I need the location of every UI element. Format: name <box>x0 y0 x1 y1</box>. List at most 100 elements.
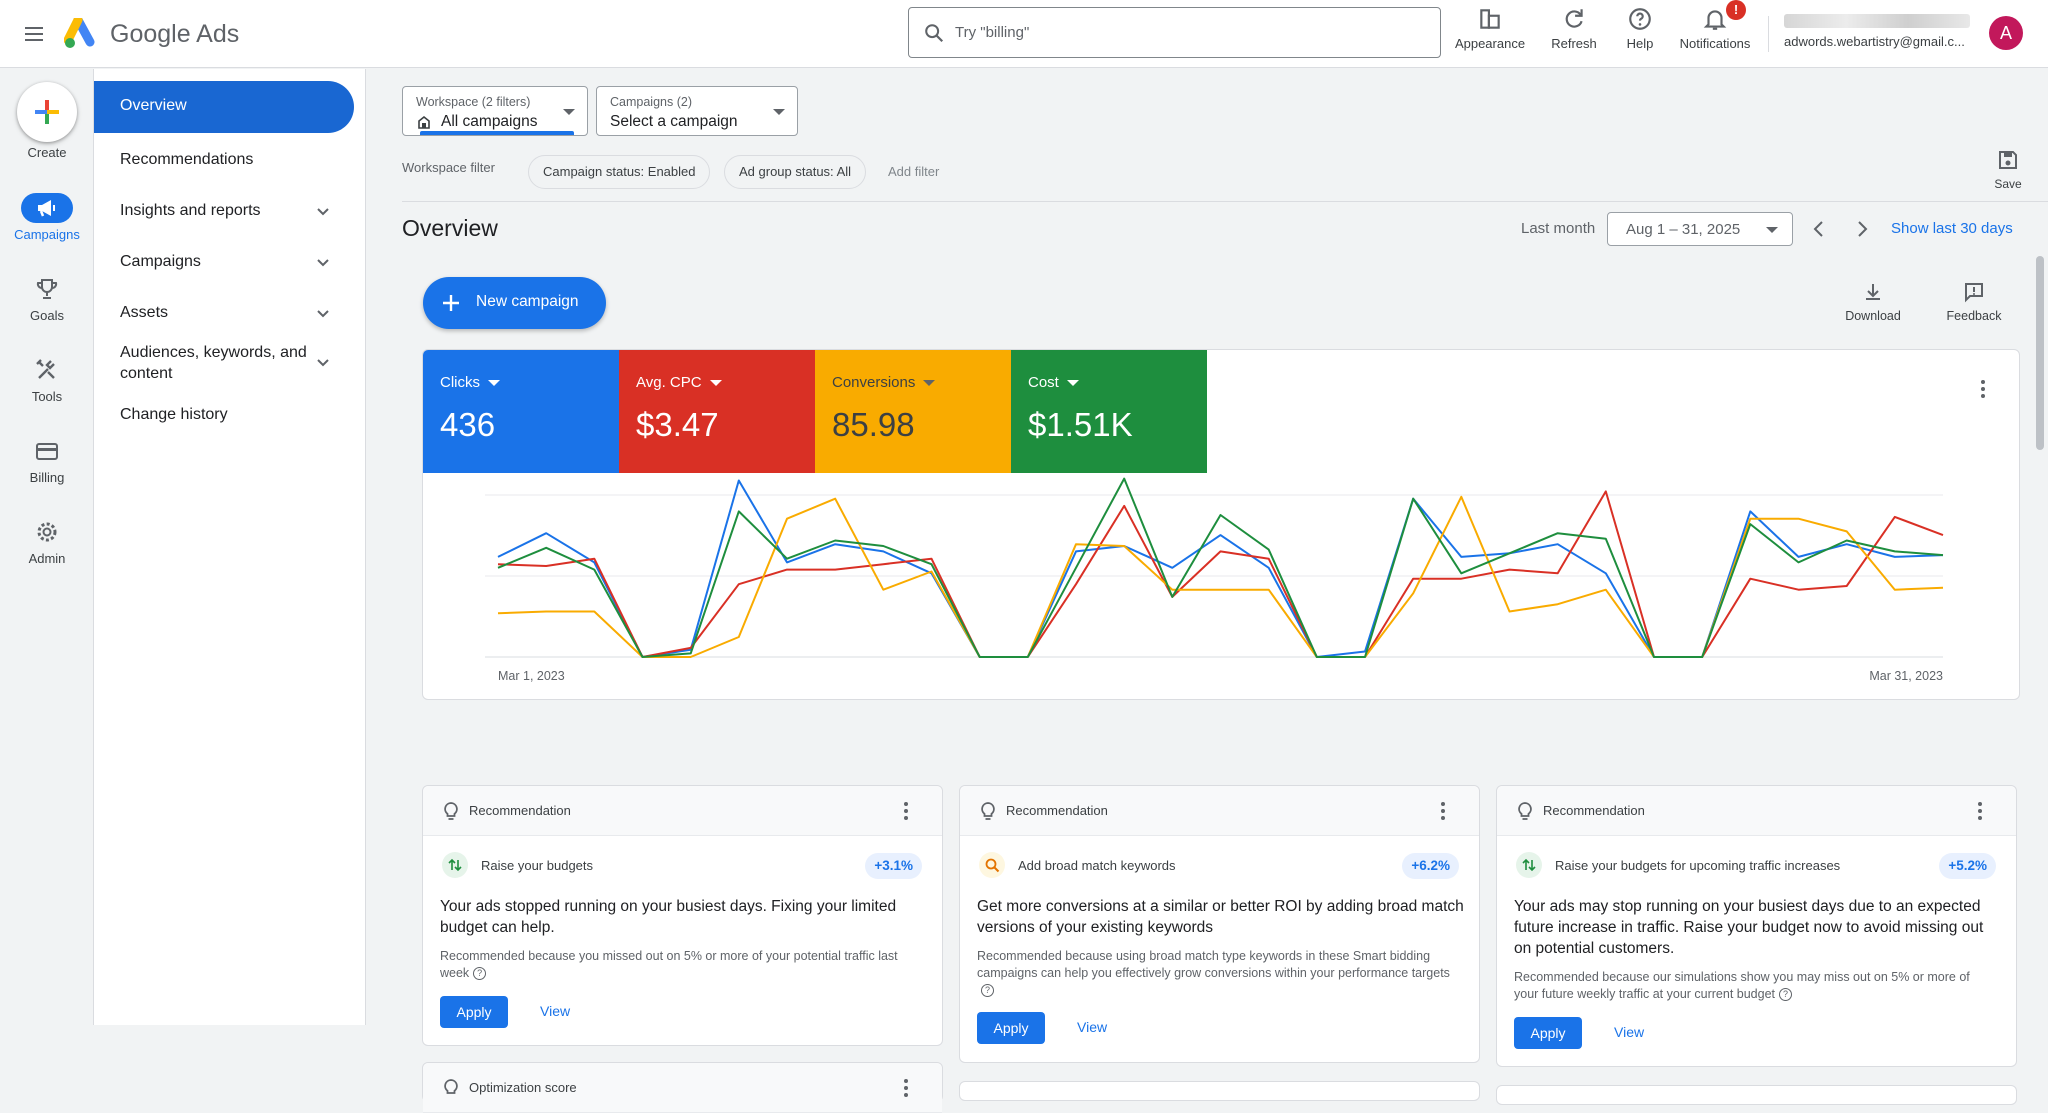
lightbulb-icon <box>444 802 458 820</box>
download-icon <box>1866 284 1880 300</box>
search-placeholder: Try "billing" <box>955 24 1030 41</box>
apply-button[interactable]: Apply <box>440 996 508 1028</box>
nav-label: Campaigns <box>120 253 201 270</box>
refresh-icon <box>1565 9 1583 28</box>
rail-billing-label: Billing <box>29 470 65 485</box>
help-icon[interactable]: ? <box>473 967 487 981</box>
appearance-button[interactable]: Appearance <box>1450 6 1530 62</box>
save-button[interactable]: Save <box>1983 149 2033 191</box>
trophy-icon <box>36 279 58 299</box>
notification-badge: ! <box>1726 0 1746 20</box>
view-link[interactable]: View <box>1614 1024 1645 1040</box>
top-bar: Google Ads Try "billing" Appearance Refr… <box>0 0 2048 68</box>
create-button[interactable] <box>17 82 77 142</box>
metric-label-text: Cost <box>1028 374 1059 391</box>
refresh-label: Refresh <box>1551 36 1597 51</box>
chevron-left-icon[interactable] <box>1809 219 1829 239</box>
filter-chip-campaign-status[interactable]: Campaign status: Enabled <box>528 155 711 189</box>
new-campaign-button[interactable]: New campaign <box>423 277 606 329</box>
help-icon[interactable]: ? <box>1779 988 1793 1002</box>
apply-button[interactable]: Apply <box>977 1012 1045 1044</box>
rec-more-options-icon[interactable] <box>1978 802 1982 820</box>
chevron-down-icon <box>317 310 329 318</box>
rec-header: Optimization score <box>423 1063 942 1113</box>
chevron-down-icon <box>317 359 329 367</box>
rec-header-label: Recommendation <box>1543 803 1645 818</box>
search-box[interactable]: Try "billing" <box>908 7 1441 58</box>
workspace-dropdown[interactable]: Workspace (2 filters) All campaigns <box>402 86 588 136</box>
chart-more-options-icon[interactable] <box>1981 380 1985 398</box>
divider <box>402 201 2048 202</box>
date-range-picker[interactable]: Aug 1 – 31, 2025 <box>1607 212 1793 246</box>
download-button[interactable]: Download <box>1838 281 1908 323</box>
bell-icon <box>1703 10 1727 30</box>
nav-item-insights[interactable]: Insights and reports <box>94 200 354 224</box>
building-icon <box>418 115 430 129</box>
caret-down-icon <box>563 109 575 115</box>
appearance-label: Appearance <box>1454 36 1526 51</box>
nav-item-assets[interactable]: Assets <box>94 302 354 326</box>
nav-item-campaigns[interactable]: Campaigns <box>94 251 354 275</box>
nav-item-change-history[interactable]: Change history <box>94 404 354 428</box>
card-partial <box>959 1081 1480 1101</box>
hamburger-menu-icon[interactable] <box>22 22 46 46</box>
series-line-3 <box>497 477 1944 658</box>
rec-reason: Recommended because using broad match ty… <box>977 948 1457 999</box>
nav-item-audiences[interactable]: Audiences, keywords, and content <box>94 342 354 386</box>
view-link[interactable]: View <box>1077 1019 1108 1035</box>
workspace-title: Workspace (2 filters) <box>416 95 531 109</box>
metric-clicks[interactable]: Clicks 436 <box>423 350 619 473</box>
recommendation-card: Recommendation Raise your budgets +3.1% … <box>422 785 943 1046</box>
budget-arrows-icon <box>1516 852 1542 878</box>
rec-header-label: Recommendation <box>1006 803 1108 818</box>
rec-more-options-icon[interactable] <box>904 802 908 820</box>
metric-label-text: Clicks <box>440 374 480 391</box>
recommendation-card: Recommendation Add broad match keywords … <box>959 785 1480 1063</box>
help-icon[interactable]: ? <box>981 984 994 998</box>
feedback-button[interactable]: Feedback <box>1939 281 2009 323</box>
rec-body: Your ads may stop running on your busies… <box>1514 898 1984 957</box>
metric-avg-cpc[interactable]: Avg. CPC $3.47 <box>619 350 815 473</box>
notifications-button[interactable]: Notifications ! <box>1672 0 1758 62</box>
series-line-0 <box>497 479 1944 658</box>
chevron-down-icon <box>317 259 329 267</box>
rail-item-tools[interactable]: Tools <box>0 355 94 404</box>
chevron-right-icon[interactable] <box>1852 219 1872 239</box>
campaign-dropdown[interactable]: Campaigns (2) Select a campaign <box>596 86 798 136</box>
metric-cost[interactable]: Cost $1.51K <box>1011 350 1207 473</box>
rec-more-options-icon[interactable] <box>1441 802 1445 820</box>
workspace-filter-label: Workspace filter <box>402 160 495 175</box>
nav-item-overview[interactable]: Overview <box>94 81 354 133</box>
nav-label: Audiences, keywords, and content <box>120 344 307 382</box>
rec-title: Raise your budgets for upcoming traffic … <box>1555 858 1841 873</box>
rail-item-admin[interactable]: Admin <box>0 517 94 566</box>
refresh-button[interactable]: Refresh <box>1538 6 1610 62</box>
rec-reason: Recommended because you missed out on 5%… <box>440 948 920 982</box>
add-filter-link[interactable]: Add filter <box>888 164 940 179</box>
lightbulb-icon <box>1518 802 1532 820</box>
rec-reason-text: Recommended because our simulations show… <box>1514 970 1970 1001</box>
nav-label: Recommendations <box>120 151 254 168</box>
rail-item-billing[interactable]: Billing <box>0 436 94 485</box>
nav-label: Assets <box>120 304 169 321</box>
rail-item-campaigns[interactable]: Campaigns <box>0 193 94 242</box>
rail-item-goals[interactable]: Goals <box>0 274 94 323</box>
series-line-2 <box>497 495 1944 658</box>
metric-conversions[interactable]: Conversions 85.98 <box>815 350 1011 473</box>
view-link[interactable]: View <box>540 1003 571 1019</box>
help-button[interactable]: Help <box>1618 6 1662 62</box>
nav-item-recommendations[interactable]: Recommendations <box>94 149 354 173</box>
save-icon <box>1999 151 2017 169</box>
avatar[interactable]: A <box>1989 16 2023 50</box>
apply-button[interactable]: Apply <box>1514 1017 1582 1049</box>
chevron-down-icon <box>317 208 329 216</box>
filter-chip-ad-group-status[interactable]: Ad group status: All <box>724 155 867 189</box>
metric-label: Clicks <box>440 374 500 391</box>
account-email[interactable]: adwords.webartistry@gmail.c... <box>1784 34 1965 49</box>
rec-more-options-icon[interactable] <box>904 1079 908 1097</box>
rec-body: Get more conversions at a similar or bet… <box>977 898 1464 936</box>
rail-tools-label: Tools <box>31 389 63 404</box>
show-last-30-days-link[interactable]: Show last 30 days <box>1891 220 2013 237</box>
metric-value: 436 <box>440 406 496 443</box>
scrollbar-thumb[interactable] <box>2036 256 2044 450</box>
